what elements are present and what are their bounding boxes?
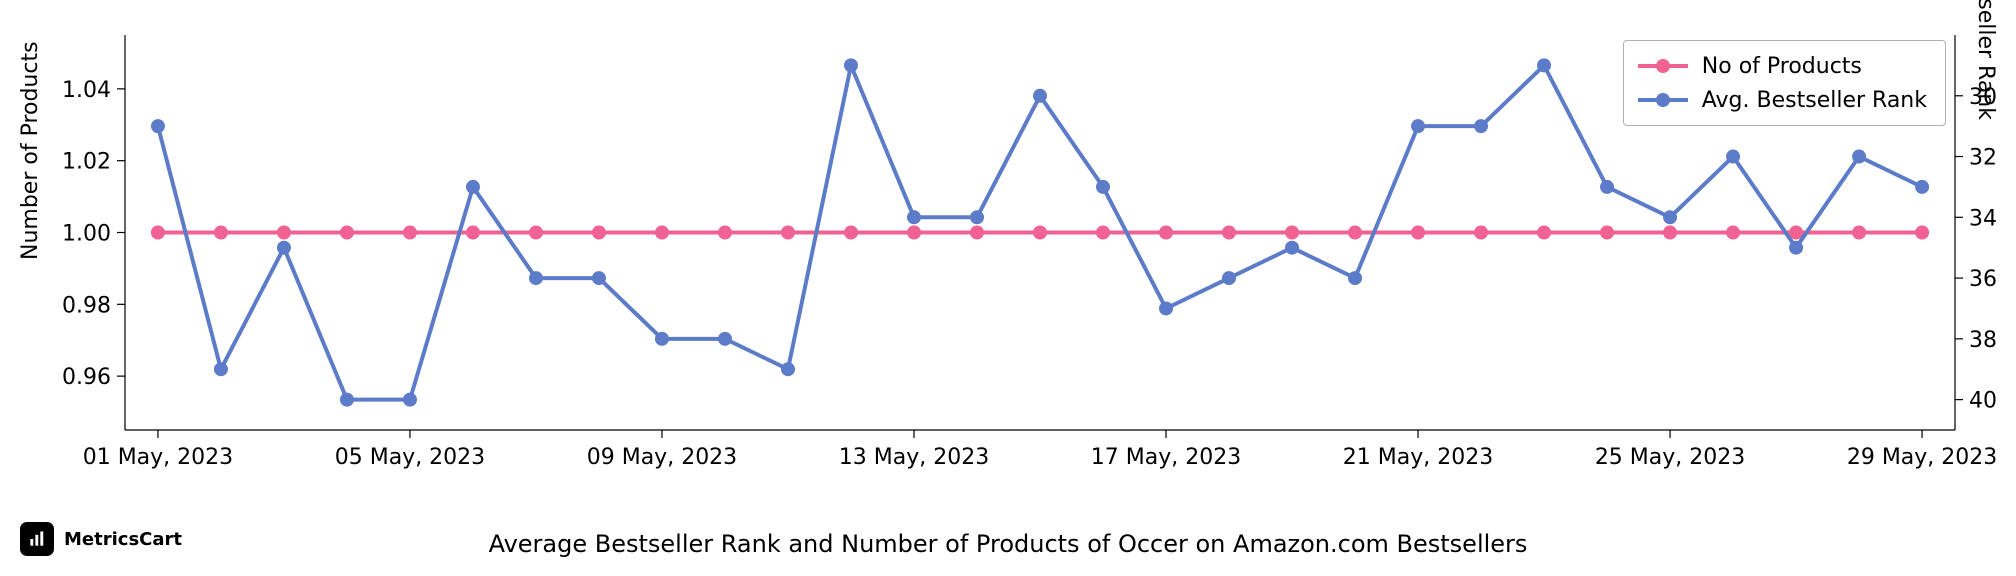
svg-text:13 May, 2023: 13 May, 2023 <box>839 445 989 470</box>
svg-text:05 May, 2023: 05 May, 2023 <box>335 445 485 470</box>
svg-text:1.02: 1.02 <box>62 150 111 175</box>
chart-container: 0.960.981.001.021.0430323436384001 May, … <box>0 0 2016 576</box>
legend-swatch-rank <box>1638 98 1688 102</box>
legend-label-products: No of Products <box>1702 54 1862 79</box>
svg-text:0.98: 0.98 <box>62 293 111 318</box>
svg-text:17 May, 2023: 17 May, 2023 <box>1091 445 1241 470</box>
svg-text:01 May, 2023: 01 May, 2023 <box>83 445 233 470</box>
svg-text:09 May, 2023: 09 May, 2023 <box>587 445 737 470</box>
legend-item-products: No of Products <box>1638 49 1927 83</box>
svg-text:0.96: 0.96 <box>62 365 111 390</box>
svg-text:38: 38 <box>1969 328 1997 353</box>
brand: MetricsCart <box>20 522 182 556</box>
svg-text:32: 32 <box>1969 146 1997 171</box>
svg-text:40: 40 <box>1969 389 1997 414</box>
legend: No of Products Avg. Bestseller Rank <box>1623 40 1946 126</box>
svg-text:36: 36 <box>1969 267 1997 292</box>
svg-text:21 May, 2023: 21 May, 2023 <box>1343 445 1493 470</box>
legend-label-rank: Avg. Bestseller Rank <box>1702 88 1927 113</box>
svg-text:1.04: 1.04 <box>62 78 111 103</box>
chart-caption: Average Bestseller Rank and Number of Pr… <box>0 530 2016 558</box>
svg-text:25 May, 2023: 25 May, 2023 <box>1595 445 1745 470</box>
brand-name: MetricsCart <box>64 529 182 550</box>
y-left-axis-label: Number of Products <box>18 41 43 260</box>
svg-text:34: 34 <box>1969 206 1997 231</box>
y-right-axis-label: Avg. Bestseller Rank <box>1973 0 1998 120</box>
legend-item-rank: Avg. Bestseller Rank <box>1638 83 1927 117</box>
svg-text:1.00: 1.00 <box>62 222 111 247</box>
brand-logo-icon <box>20 522 54 556</box>
svg-text:29 May, 2023: 29 May, 2023 <box>1847 445 1997 470</box>
legend-swatch-products <box>1638 64 1688 68</box>
